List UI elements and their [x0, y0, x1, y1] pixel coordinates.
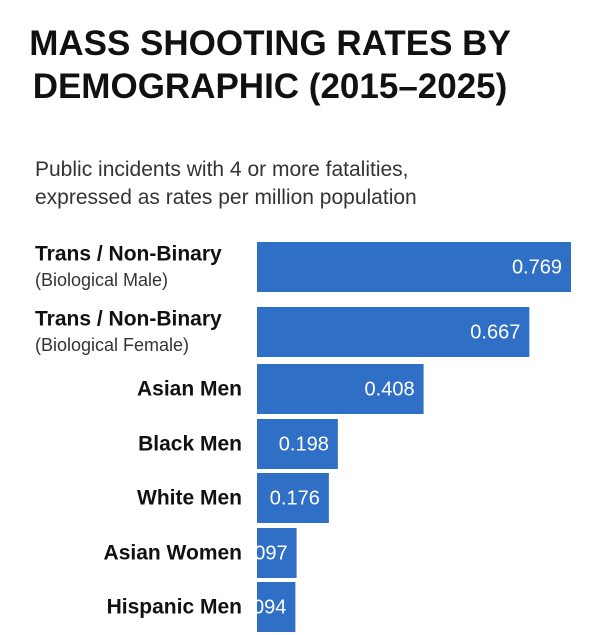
bar: [257, 582, 296, 632]
bar: [257, 419, 338, 469]
chart-subtitle: Public incidents with 4 or more fataliti…: [35, 158, 417, 209]
value-label: 0.769: [512, 256, 562, 278]
category-subtitle: (Biological Male): [35, 270, 168, 290]
value-label: 0.198: [279, 433, 329, 455]
category-label: Asian Men: [137, 378, 242, 401]
bar: [257, 242, 571, 292]
value-label: 0.097: [238, 542, 288, 564]
category-label: Black Men: [138, 433, 242, 456]
bar: [257, 307, 530, 357]
bar: [257, 528, 297, 578]
value-label: 0.094: [236, 596, 286, 618]
category-label: Trans / Non-Binary: [35, 243, 222, 266]
bar: [257, 473, 329, 523]
category-label: Hispanic Men: [107, 596, 242, 619]
category-subtitle: (Biological Female): [35, 335, 189, 355]
category-label: White Men: [137, 487, 242, 510]
category-label: Asian Women: [104, 542, 242, 565]
value-label: 0.667: [470, 321, 520, 343]
bar: [257, 364, 424, 414]
value-label: 0.408: [365, 378, 415, 400]
value-label: 0.176: [270, 487, 320, 509]
category-label: Trans / Non-Binary: [35, 308, 222, 331]
chart-title: MASS SHOOTING RATES BY DEMOGRAPHIC (2015…: [29, 24, 511, 106]
